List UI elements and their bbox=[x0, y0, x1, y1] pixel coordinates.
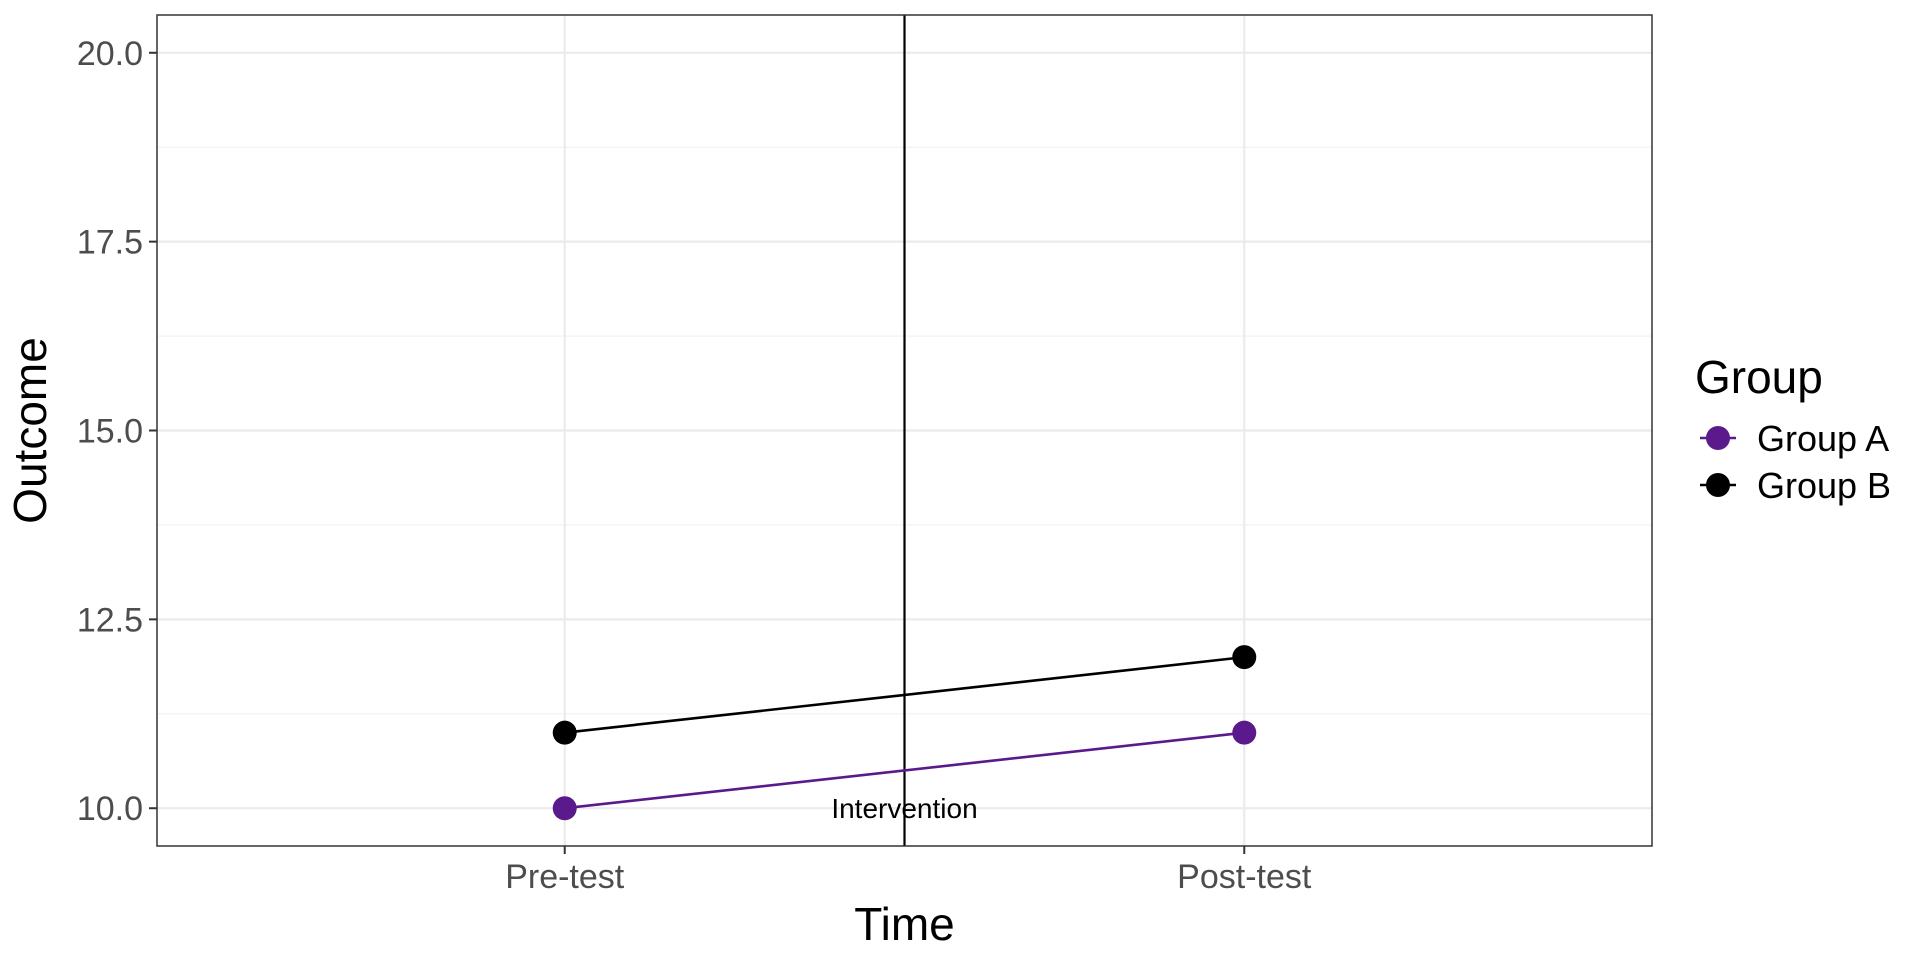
legend-title: Group bbox=[1695, 351, 1823, 403]
legend: Group Group A Group B bbox=[1695, 351, 1891, 506]
series-points bbox=[552, 645, 1257, 821]
series-1-point-0 bbox=[552, 720, 577, 745]
x-tick-label: Pre-test bbox=[505, 858, 625, 896]
y-tick-label: 20.0 bbox=[77, 35, 143, 73]
intervention-label: Intervention bbox=[831, 793, 977, 824]
x-tick-label: Post-test bbox=[1177, 858, 1312, 896]
series-lines bbox=[564, 655, 1245, 810]
legend-items: Group A Group B bbox=[1700, 418, 1891, 506]
y-tick-label: 10.0 bbox=[77, 790, 143, 828]
series-0-point-1 bbox=[1232, 720, 1257, 745]
legend-label: Group A bbox=[1757, 418, 1889, 459]
y-axis: 10.0 12.5 15.0 17.5 20.0 bbox=[77, 35, 157, 828]
series-line-1 bbox=[564, 655, 1245, 734]
series-line-0 bbox=[564, 731, 1245, 810]
y-axis-title: Outcome bbox=[4, 337, 56, 524]
x-axis: Pre-test Post-test bbox=[505, 846, 1312, 896]
legend-label: Group B bbox=[1757, 465, 1891, 506]
series-1-point-1 bbox=[1232, 645, 1257, 670]
y-tick-label: 17.5 bbox=[77, 224, 143, 262]
y-tick-label: 15.0 bbox=[77, 413, 143, 451]
series-0-point-0 bbox=[552, 796, 577, 821]
x-axis-title: Time bbox=[854, 898, 955, 950]
y-tick-label: 12.5 bbox=[77, 601, 143, 639]
legend-key-point bbox=[1706, 426, 1730, 450]
legend-key-point bbox=[1706, 473, 1730, 497]
annotation-labels: Intervention bbox=[831, 793, 977, 824]
